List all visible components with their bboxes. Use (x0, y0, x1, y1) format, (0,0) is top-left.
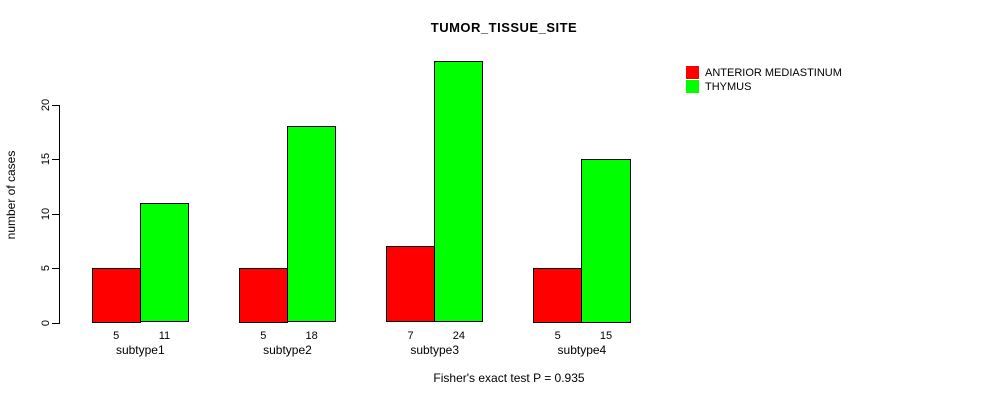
bar-value-label: 11 (158, 330, 171, 342)
bar-red-subtype1 (91, 268, 141, 323)
bar-value-label: 24 (452, 330, 465, 342)
category-label-subtype3: subtype3 (410, 343, 460, 357)
bar-value-label: 5 (260, 330, 267, 342)
category-label-subtype1: subtype1 (115, 343, 165, 357)
bar-red-subtype3 (385, 246, 436, 323)
bar-green-subtype2 (287, 126, 337, 323)
legend-swatch-icon (686, 80, 699, 93)
bar-red-subtype4 (533, 268, 583, 323)
y-axis-label: number of cases (4, 150, 18, 240)
y-tick-label: 20 (40, 98, 52, 111)
y-tick (52, 104, 59, 106)
bar-green-subtype4 (581, 159, 631, 323)
category-label-subtype2: subtype2 (263, 343, 312, 357)
y-tick (52, 268, 59, 269)
bar-green-subtype3 (434, 60, 484, 323)
bar-value-label: 7 (407, 330, 414, 342)
bar-green-subtype1 (139, 202, 190, 323)
legend: ANTERIOR MEDIASTINUM THYMUS (686, 66, 842, 94)
y-tick-label: 0 (40, 319, 52, 326)
legend-label: THYMUS (705, 80, 752, 93)
chart-title: TUMOR_TISSUE_SITE (430, 20, 578, 35)
fisher-test-caption: Fisher's exact test P = 0.935 (433, 371, 585, 385)
legend-label: ANTERIOR MEDIASTINUM (705, 66, 842, 79)
y-tick-label: 5 (40, 264, 52, 272)
legend-item: ANTERIOR MEDIASTINUM (686, 66, 842, 79)
category-label-subtype4: subtype4 (557, 343, 607, 357)
y-tick (52, 213, 59, 215)
bar-red-subtype2 (238, 268, 288, 323)
bar-value-label: 5 (554, 330, 561, 342)
y-tick (52, 159, 59, 160)
bar-value-label: 15 (599, 330, 613, 342)
legend-item: THYMUS (686, 80, 842, 93)
legend-swatch-icon (686, 66, 699, 79)
y-tick-label: 15 (40, 152, 52, 166)
y-tick (52, 322, 59, 324)
y-tick-label: 10 (40, 207, 52, 220)
bar-value-label: 5 (113, 330, 120, 342)
bar-value-label: 18 (305, 330, 318, 342)
y-axis-line (59, 104, 60, 324)
